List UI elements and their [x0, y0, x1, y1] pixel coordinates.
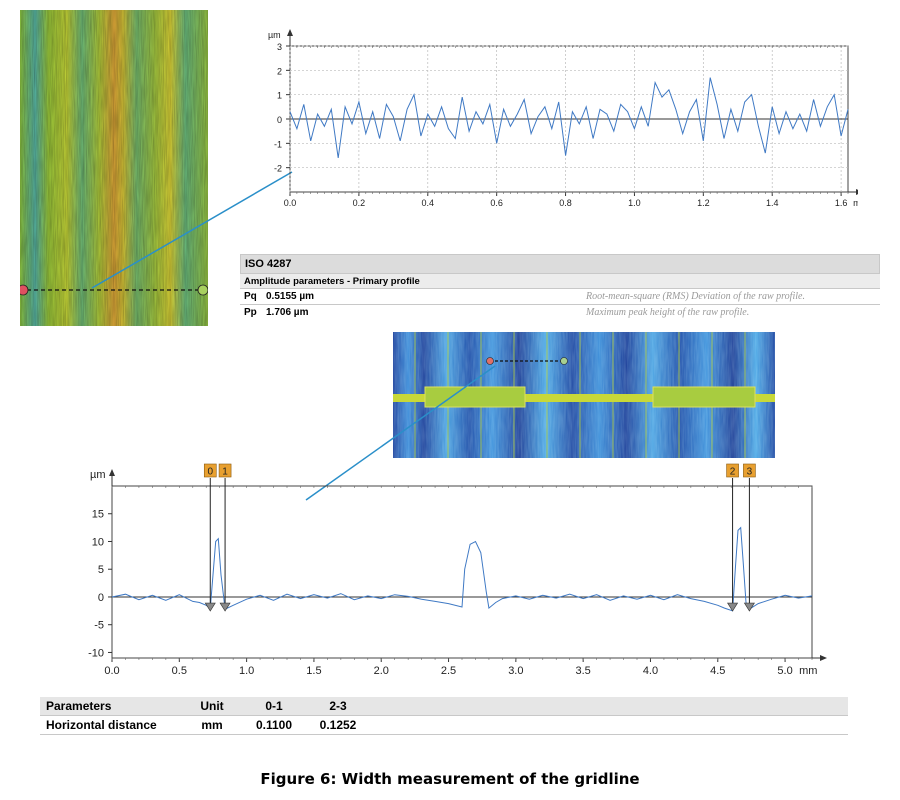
- profile-chart-top: 0.0 0.2 0.4 0.6 0.8 1.0 1.2 1.4 1.6 3 2 1 0 -1 -2 µm mm: [268, 29, 858, 208]
- y-tick-label: -10: [88, 647, 104, 659]
- y-tick-label: 1: [277, 91, 282, 101]
- x-tick-label: 0.0: [104, 665, 119, 677]
- cursor-tag: [726, 463, 739, 478]
- row-unit: mm: [182, 715, 242, 735]
- iso-param-name: Pp: [244, 307, 257, 318]
- surface-heatmap-top: [20, 10, 208, 326]
- x-arrow-head: [820, 655, 827, 661]
- col-header-2-3: 2-3: [306, 697, 370, 716]
- iso-table-title: ISO 4287: [240, 254, 880, 274]
- iso-param-description: Root-mean-square (RMS) Deviation of the …: [586, 291, 805, 302]
- x-tick-label: 3.0: [508, 665, 523, 677]
- cursor-label: 1: [222, 467, 228, 478]
- x-tick-label: 5.0: [777, 665, 792, 677]
- cursor-tag: [743, 463, 756, 478]
- x-tick-label: 4.0: [643, 665, 658, 677]
- y-unit-label: µm: [90, 469, 106, 481]
- x-arrow-head: [856, 189, 858, 195]
- iso-param-value: 1.706 µm: [266, 307, 309, 318]
- surface-map-blue: [393, 332, 775, 458]
- y-tick-label: -1: [274, 139, 282, 149]
- col-header-unit: Unit: [182, 697, 242, 716]
- y-tick-label: 0: [98, 592, 104, 604]
- y-tick-label: -5: [94, 620, 104, 632]
- x-tick-label: 4.5: [710, 665, 725, 677]
- y-arrow-head: [287, 29, 293, 36]
- cursor-marker: [727, 602, 739, 612]
- cursor-marker: [743, 602, 755, 612]
- iso-param-description: Maximum peak height of the raw profile.: [586, 307, 750, 318]
- profile-chart-bottom: 0.0 0.5 1.0 1.5 2.0 2.5 3.0 3.5 4.0 4.5 5.0151050-…: [88, 463, 827, 677]
- x-tick-label: 0.2: [353, 198, 366, 208]
- cursor-marker: [204, 602, 216, 612]
- y-arrow-head: [109, 469, 115, 476]
- cursor-marker: [219, 602, 231, 612]
- table-row: Horizontal distance mm 0.1100 0.1252: [40, 715, 848, 735]
- profile-series-line: [289, 77, 849, 158]
- parameters-table: Parameters Unit 0-1 2-3 Horizontal dista…: [40, 697, 848, 735]
- y-tick-label: 15: [92, 509, 104, 521]
- y-tick-label: 0: [277, 115, 282, 125]
- iso-table-row: Pq 0.5155 µm Root-mean-square (RMS) Deviat…: [240, 289, 880, 305]
- x-tick-label: 0.6: [490, 198, 503, 208]
- col-header-0-1: 0-1: [242, 697, 306, 716]
- iso-table-row: Pp 1.706 µm Maximum peak height of the raw…: [240, 305, 880, 320]
- iso-param-name: Pq: [244, 291, 257, 302]
- x-tick-label: 0.4: [422, 198, 435, 208]
- cursor-label: 0: [207, 467, 213, 478]
- profile-series-line: [111, 526, 813, 612]
- plot-frame: [111, 485, 813, 659]
- x-tick-label: 3.5: [576, 665, 591, 677]
- figure-caption: Figure 6: Width measurement of the gridl…: [260, 770, 640, 788]
- cursor-tag: [203, 463, 217, 478]
- x-tick-label: 1.6: [835, 198, 848, 208]
- x-tick-label: 0.5: [172, 665, 187, 677]
- y-tick-label: 2: [277, 66, 282, 76]
- y-tick-label: 3: [277, 42, 282, 52]
- y-tick-label: 10: [92, 536, 104, 548]
- row-value-0-1: 0.1100: [242, 715, 306, 735]
- x-tick-label: 0.8: [559, 198, 572, 208]
- x-tick-label: 1.5: [306, 665, 321, 677]
- cursor-label: 3: [747, 467, 753, 478]
- x-tick-label: 2.0: [374, 665, 389, 677]
- x-tick-label: 1.4: [766, 198, 779, 208]
- x-unit-label: mm: [853, 198, 858, 208]
- x-tick-label: 0.0: [284, 198, 297, 208]
- iso-table-subtitle: Amplitude parameters - Primary profile: [240, 274, 880, 289]
- y-tick-label: 5: [98, 564, 104, 576]
- x-unit-label: mm: [799, 665, 817, 677]
- col-header-parameters: Parameters: [40, 697, 182, 716]
- cursor-tag: [218, 463, 232, 478]
- iso-param-value: 0.5155 µm: [266, 291, 315, 302]
- x-tick-label: 1.2: [697, 198, 710, 208]
- cursor-label: 2: [730, 467, 736, 478]
- row-value-2-3: 0.1252: [306, 715, 370, 735]
- row-label: Horizontal distance: [40, 715, 182, 735]
- y-unit-label: µm: [268, 30, 281, 40]
- iso-4287-table: ISO 4287 Amplitude parameters - Primary …: [240, 254, 880, 320]
- x-tick-label: 1.0: [239, 665, 254, 677]
- parameters-table-header: Parameters Unit 0-1 2-3: [40, 697, 848, 716]
- x-tick-label: 1.0: [628, 198, 641, 208]
- x-tick-label: 2.5: [441, 665, 456, 677]
- y-tick-label: -2: [274, 164, 282, 174]
